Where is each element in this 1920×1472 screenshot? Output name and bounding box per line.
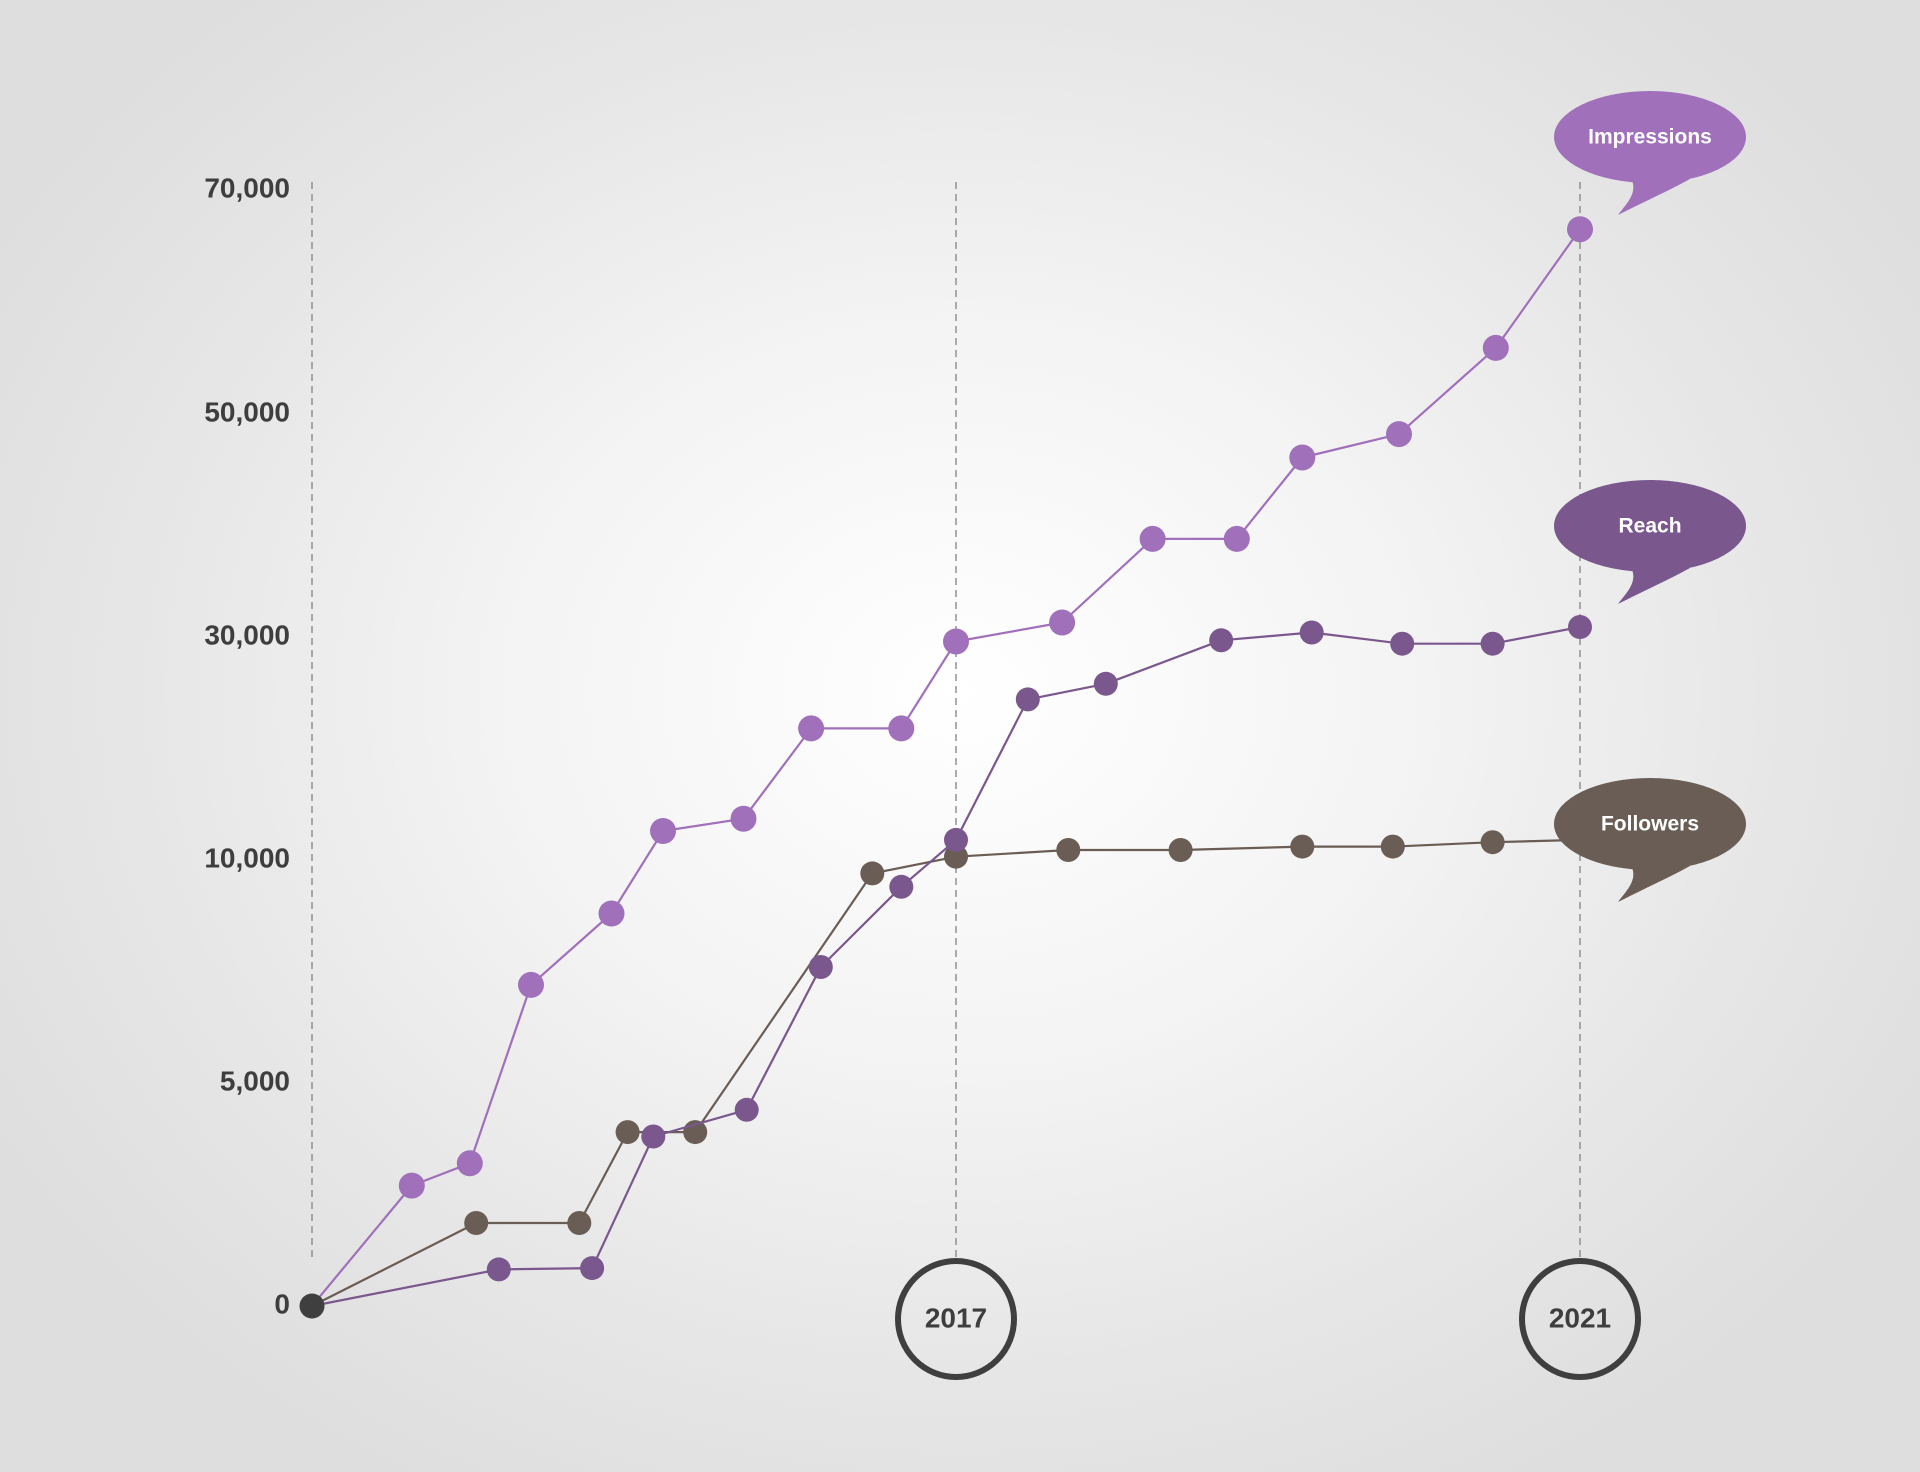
impressions-point [598,900,625,927]
year-circle [895,1258,1017,1380]
legend: Impressions Reach Followers [1554,91,1746,902]
reach-point [1568,615,1592,639]
impressions-point [1289,444,1316,471]
followers-point [944,844,968,869]
reach-point [1390,631,1415,656]
reach-point [580,1256,605,1281]
impressions-point [398,1172,425,1199]
impressions-point [456,1150,483,1177]
bubble-tail [1618,566,1690,604]
impressions-line [311,228,1581,1307]
year-marker-2021: 2021 [1519,1258,1641,1380]
year-marker-2017: 2017 [895,1258,1017,1380]
impressions-point [798,715,825,742]
impressions-point [518,971,544,998]
followers-point [1056,838,1081,862]
y-axis: 70,000 50,000 30,000 10,000 5,000 0 [204,172,290,1319]
year-label: 2017 [925,1302,987,1333]
legend-impressions: Impressions [1554,91,1746,215]
bubble-body [1554,480,1746,572]
followers-point [1290,834,1315,859]
origin-point [299,1293,325,1319]
x-axis-year-markers: 2017 2021 [895,1258,1641,1380]
legend-followers: Followers [1554,778,1746,902]
reach-point [944,827,968,852]
reach-point [1209,628,1234,653]
reach-point [1015,687,1040,712]
reach-point [486,1257,511,1282]
followers-point [567,1211,592,1235]
impressions-point [1386,421,1412,448]
bubble-body [1554,778,1746,870]
legend-label: Followers [1601,813,1699,836]
series-followers [311,827,1592,1307]
series-reach [311,615,1592,1308]
reach-point [641,1124,666,1149]
reach-point [1480,631,1505,656]
y-tick-label: 50,000 [204,396,290,427]
year-circle [1519,1258,1641,1380]
impressions-point [1139,525,1166,552]
impressions-point [943,628,969,655]
followers-line [311,838,1581,1307]
legend-label: Impressions [1588,126,1712,149]
impressions-point [1482,334,1509,361]
reach-point [734,1097,759,1122]
reach-line [311,625,1581,1308]
series-impressions [311,216,1593,1307]
followers-point [1168,838,1193,862]
impressions-point [1567,216,1593,243]
y-tick-label: 70,000 [204,172,290,203]
impressions-point [650,818,676,844]
y-tick-label: 10,000 [204,842,290,873]
followers-point [615,1120,640,1145]
reach-point [889,874,914,899]
y-tick-label: 30,000 [204,619,290,650]
bubble-tail [1618,177,1690,215]
impressions-point [1049,609,1076,636]
y-tick-label: 5,000 [220,1065,290,1096]
followers-point [464,1211,489,1235]
reach-point [1299,620,1324,645]
legend-reach: Reach [1554,480,1746,604]
followers-point [1380,834,1405,859]
grid-lines [311,182,1581,1262]
impressions-point [888,715,915,742]
bubble-tail [1618,864,1690,902]
reach-point [808,955,833,979]
impressions-point [730,805,757,832]
impressions-point [1223,525,1250,552]
y-tick-label: 0 [274,1288,290,1319]
legend-label: Reach [1618,515,1681,538]
year-label: 2021 [1549,1302,1611,1333]
followers-point [1480,830,1505,855]
bubble-body [1554,91,1746,183]
reach-point [1093,671,1118,696]
followers-point [860,861,885,886]
